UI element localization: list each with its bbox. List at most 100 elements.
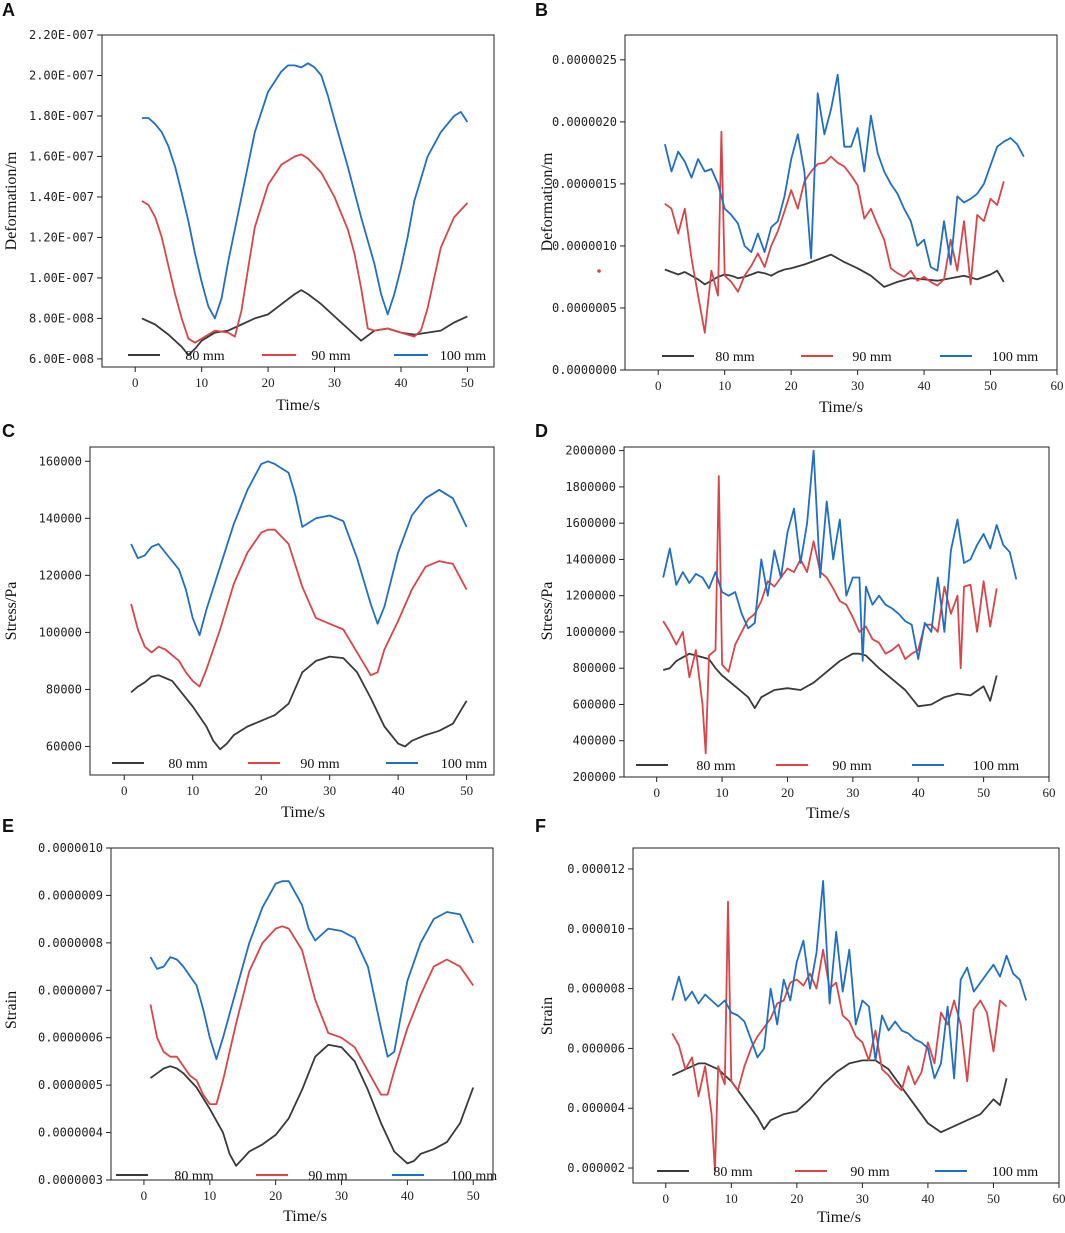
x-tick-label: 0 [655,378,662,393]
y-tick-label: 2.20E-007 [29,28,94,42]
x-tick-label: 30 [851,378,864,393]
y-tick-label: 0.000004 [567,1101,625,1115]
y-tick-label: 0.000010 [567,922,625,936]
y-tick-label: 0.0000004 [38,1126,103,1140]
x-tick-label: 10 [195,375,208,390]
x-tick-label: 60 [1053,1191,1065,1206]
y-tick-label: 2000000 [565,444,616,458]
legend-label: 90 mm [311,349,350,364]
x-tick-label: 20 [785,378,798,393]
y-tick-label: 1.80E-007 [29,109,94,123]
legend-label: 100 mm [992,350,1038,365]
legend-label: 80 mm [715,350,754,365]
y-tick-label: 0.0000020 [552,115,617,129]
legend: 80 mm 90 mm 100 mm [636,759,1019,774]
y-tick-label: 1200000 [565,589,616,603]
y-tick-label: 1600000 [565,516,616,530]
y-axis-title: Strain [3,991,20,1029]
y-tick-label: 140000 [39,511,82,525]
x-tick-label: 60 [1043,785,1056,800]
y-axis-title: Strain [539,997,556,1035]
x-tick-label: 0 [141,1188,148,1203]
legend: 80 mm 90 mm 100 mm [657,1165,1038,1180]
y-axis-title: Deformation/m [3,151,20,250]
legend-label: 100 mm [441,757,487,772]
chart-panel-b: B 0.0000000 0.0000005 0.0000010 0.0000015 0.0… [535,0,1064,416]
legend: 80 mm 90 mm 100 mm [128,349,486,364]
legend: 80 mm 90 mm 100 mm [112,757,487,772]
y-tick-label: 2.00E-007 [29,68,94,82]
panel-letter: A [2,0,15,20]
plot-frame [632,847,1060,1184]
x-axis-title: Time/s [819,399,863,416]
series-line-90mm [149,925,474,1105]
x-axis-title: Time/s [281,804,325,821]
panel-letter: F [535,816,546,836]
series-line-80mm [141,289,468,356]
y-tick-label: 6.00E-008 [29,352,94,366]
legend-label: 80 mm [713,1165,752,1180]
panel-letter: E [2,816,14,836]
x-tick-label: 40 [394,375,407,390]
x-tick-label: 0 [132,375,139,390]
x-tick-label: 20 [790,1191,803,1206]
y-tick-label: 0.0000008 [38,936,103,950]
plot-frame [624,34,1058,371]
y-tick-label: 0.0000005 [38,1078,103,1092]
legend-label: 90 mm [308,1169,347,1184]
chart-panel-c: C 60000 80000 100000 120000 140000 160000 0 10 20… [2,421,495,821]
x-tick-label: 10 [718,378,731,393]
y-axis-title: Stress/Pa [3,582,20,641]
y-axis-title: Stress/Pa [539,582,556,641]
x-axis-title: Time/s [276,397,320,414]
y-tick-label: 160000 [39,454,82,468]
legend: 80 mm 90 mm 100 mm [662,350,1038,365]
x-tick-label: 0 [121,783,128,798]
legend-label: 90 mm [852,350,891,365]
x-axis-title: Time/s [817,1209,861,1226]
x-tick-label: 20 [781,785,794,800]
y-axis-title: Deformation/m [539,152,556,251]
y-tick-label: 1.00E-007 [29,271,94,285]
legend-label: 80 mm [174,1169,213,1184]
series-line-90mm [664,130,1005,334]
series-line-100mm [662,449,1018,662]
x-tick-label: 50 [467,1188,480,1203]
legend-label: 80 mm [168,757,207,772]
y-tick-label: 120000 [39,568,82,582]
x-tick-label: 40 [401,1188,414,1203]
y-tick-label: 80000 [46,682,82,696]
series-line-90mm [130,528,468,688]
series-line-100mm [141,62,469,320]
chart-panel-e: E 0.0000003 0.0000004 0.0000005 0.0000006 0.0… [2,816,497,1225]
y-tick-label: 1.40E-007 [29,190,94,204]
y-tick-label: 0.000006 [567,1041,625,1055]
x-axis-title: Time/s [283,1208,327,1225]
series-line-80mm [671,1059,1008,1134]
x-tick-label: 10 [203,1188,216,1203]
x-tick-label: 0 [653,785,660,800]
x-tick-label: 50 [984,378,997,393]
x-tick-label: 40 [918,378,931,393]
legend-label: 100 mm [973,759,1019,774]
series-line-80mm [149,1043,475,1167]
y-tick-label: 0.000008 [567,982,625,996]
x-tick-label: 10 [716,785,729,800]
y-tick-label: 60000 [46,739,82,753]
x-tick-label: 20 [255,783,268,798]
stray-marker [597,269,601,273]
x-tick-label: 20 [262,375,275,390]
y-tick-label: 800000 [573,661,616,675]
x-tick-label: 40 [921,1191,934,1206]
y-tick-label: 0.000002 [567,1161,625,1175]
x-tick-label: 30 [335,1188,348,1203]
y-tick-label: 0.0000006 [38,1031,103,1045]
plot-frame [89,446,495,776]
y-tick-label: 0.0000005 [552,301,617,315]
series-line-80mm [130,655,468,751]
y-tick-label: 1.60E-007 [29,149,94,163]
y-tick-label: 0.0000009 [38,888,103,902]
legend-label: 80 mm [185,349,224,364]
legend-label: 90 mm [300,757,339,772]
x-tick-label: 30 [328,375,341,390]
